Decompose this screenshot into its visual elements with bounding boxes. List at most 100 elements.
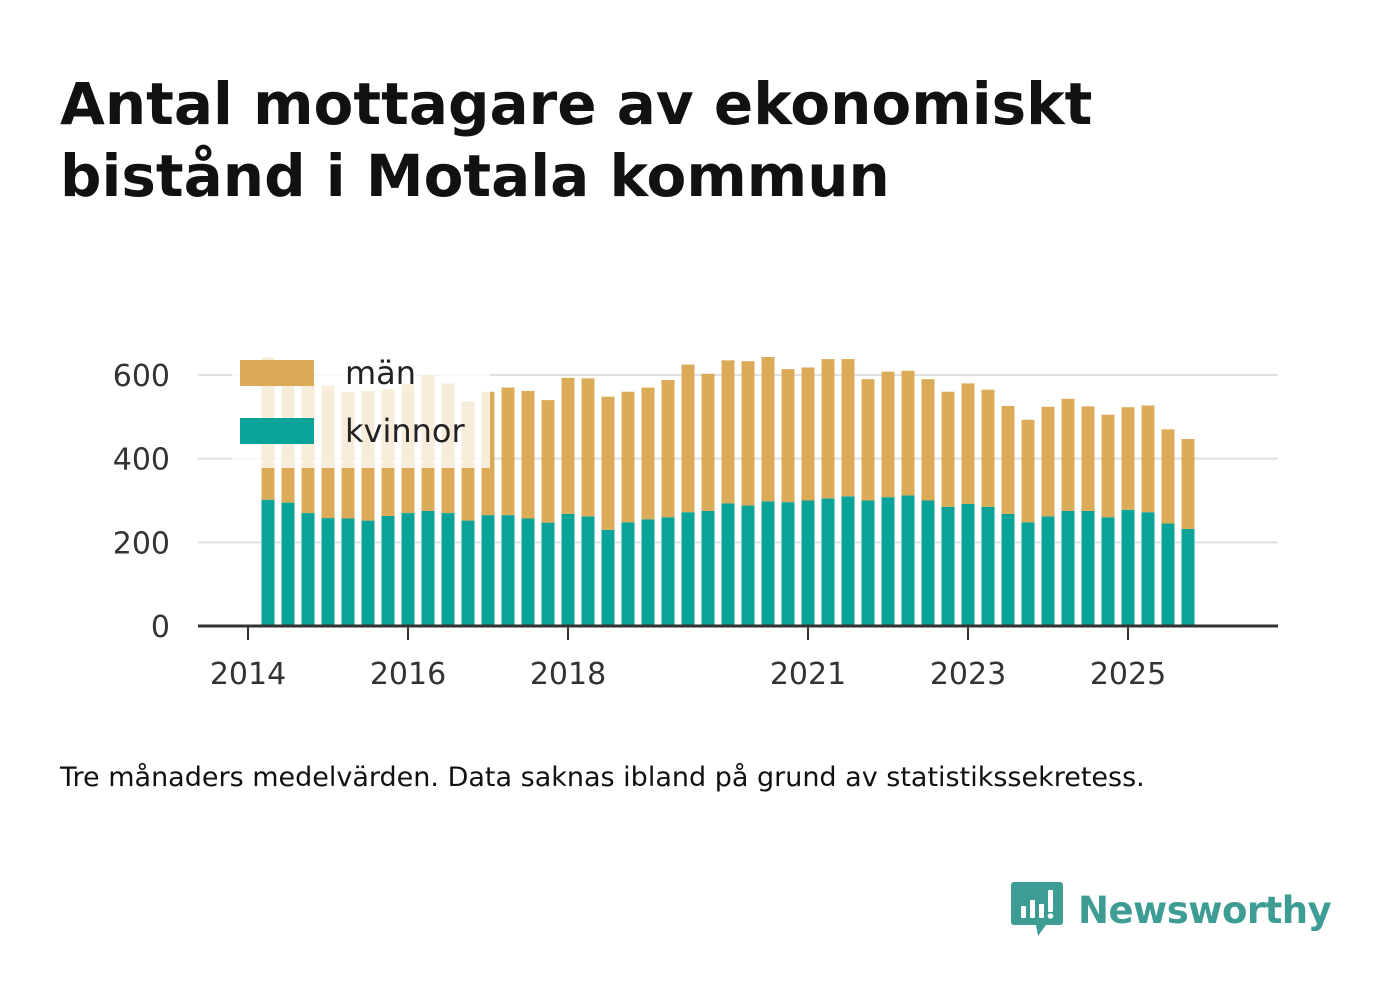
bar-kvinnor [921,500,935,626]
bar-man [581,378,595,517]
bar-man [621,391,635,523]
legend-swatch-man [240,360,314,386]
legend: män kvinnor [232,352,490,468]
bar-kvinnor [441,513,455,626]
bar-man [801,367,815,501]
bar-man [661,380,675,518]
bar-man [1121,407,1135,510]
bar-man [1061,398,1075,511]
bar-man [721,360,735,504]
bar-kvinnor [1021,522,1035,626]
bar-man [941,391,955,507]
bar-kvinnor [601,529,615,626]
bar-kvinnor [341,518,355,626]
bar-kvinnor [641,519,655,626]
bar-man [1161,429,1175,524]
bar-man [1081,406,1095,511]
bar-man [601,396,615,530]
bar-kvinnor [1001,513,1015,626]
bar-kvinnor [521,518,535,626]
footnote: Tre månaders medelvärden. Data saknas ib… [60,762,1145,793]
y-tick-label: 0 [151,610,170,645]
chart: män kvinnor 0 200 400 600 2014 2016 2018 2021 202… [113,352,1278,692]
bar-kvinnor [461,520,475,626]
bar-kvinnor [1101,517,1115,626]
bar-kvinnor [401,513,415,626]
bar-man [561,377,575,514]
bar-kvinnor [381,515,395,626]
bar-man [641,387,655,520]
bar-man [701,373,715,511]
bar-kvinnor [481,515,495,626]
axes: 0 200 400 600 2014 2016 2018 2021 2023 2025 [113,359,1278,692]
x-tick-label: 2014 [210,657,286,692]
bar-kvinnor [881,497,895,626]
bar-kvinnor [321,518,335,626]
bar-kvinnor [801,500,815,626]
bar-kvinnor [681,512,695,626]
bar-kvinnor [981,506,995,626]
bar-man [521,390,535,519]
bar-kvinnor [1041,516,1055,626]
bar-kvinnor [581,516,595,626]
bar-kvinnor [541,522,555,626]
bar-kvinnor [901,495,915,626]
x-tick-label: 2025 [1090,657,1166,692]
bar-kvinnor [1121,509,1135,626]
bar-kvinnor [741,505,755,626]
bar-kvinnor [1161,523,1175,626]
bar-kvinnor [1181,528,1195,626]
bar-kvinnor [1061,510,1075,626]
bar-man [961,383,975,504]
bar-kvinnor [261,499,275,626]
legend-label: män [345,354,416,392]
x-tick-label: 2021 [770,657,846,692]
bar-kvinnor [861,500,875,626]
bar-kvinnor [301,513,315,626]
bar-kvinnor [1141,512,1155,626]
bar-man [1021,419,1035,523]
legend-label: kvinnor [345,412,466,450]
bar-man [501,387,515,516]
bar-kvinnor [961,503,975,626]
bar-kvinnor [701,510,715,626]
bar-man [761,357,775,502]
bar-kvinnor [721,503,735,626]
bar-man [541,400,555,523]
bar-man [921,379,935,501]
bar-man [1041,406,1055,517]
bar-man [861,379,875,501]
bar-man [1181,439,1195,529]
bar-kvinnor [1081,510,1095,626]
bars [261,357,1195,626]
bar-man [1101,414,1115,518]
legend-swatch-kvinnor [240,418,314,444]
chart-title: Antal mottagare av ekonomiskt bistånd i … [60,70,1093,210]
bar-man [781,369,795,503]
bar-man [881,371,895,498]
y-tick-label: 600 [113,359,170,394]
bar-kvinnor [821,498,835,626]
bar-kvinnor [281,502,295,626]
bar-kvinnor [761,501,775,626]
x-tick-label: 2023 [930,657,1006,692]
bar-kvinnor [421,510,435,626]
bar-man [981,389,995,507]
bar-kvinnor [501,515,515,626]
x-tick-label: 2018 [530,657,606,692]
bar-kvinnor [561,513,575,626]
bar-kvinnor [941,506,955,626]
bar-man [681,364,695,513]
bar-man [1141,405,1155,513]
bar-kvinnor [841,496,855,626]
bar-man [1001,405,1015,514]
bar-man [901,370,915,496]
y-tick-label: 400 [113,443,170,478]
bar-kvinnor [661,517,675,626]
bar-man [741,361,755,506]
bar-kvinnor [621,522,635,626]
bar-man [821,359,835,499]
bar-man [841,359,855,497]
newsworthy-logo[interactable]: Newsworthy [1008,878,1332,942]
bar-kvinnor [361,520,375,626]
